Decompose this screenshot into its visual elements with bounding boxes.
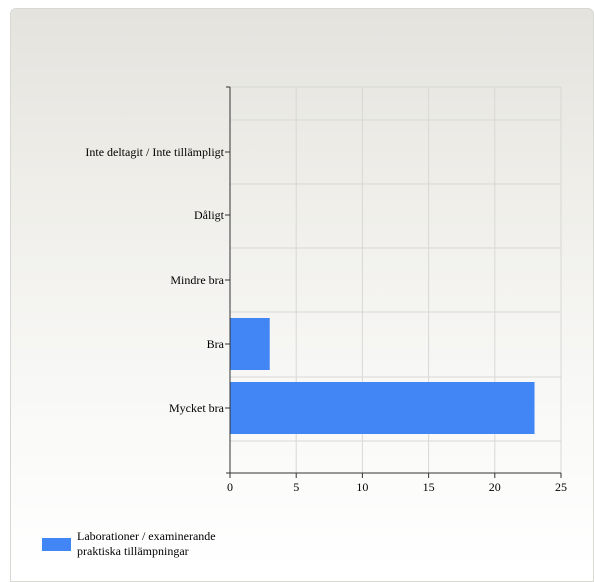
category-label: Mindre bra <box>170 273 224 287</box>
category-label: Bra <box>207 337 225 351</box>
x-tick-label: 0 <box>227 480 233 494</box>
legend: Laborationer / examinerande praktiska ti… <box>42 529 257 559</box>
x-tick-label: 5 <box>293 480 299 494</box>
legend-label: Laborationer / examinerande praktiska ti… <box>77 529 216 558</box>
bar <box>230 382 535 434</box>
bar <box>230 318 270 370</box>
x-tick-label: 25 <box>555 480 567 494</box>
category-label: Dåligt <box>194 208 225 222</box>
legend-swatch <box>42 537 71 551</box>
category-label: Inte deltagit / Inte tillämpligt <box>85 145 224 159</box>
category-label: Mycket bra <box>169 401 225 415</box>
x-tick-label: 15 <box>423 480 435 494</box>
x-tick-label: 10 <box>356 480 368 494</box>
chart-panel <box>10 8 594 582</box>
x-tick-label: 20 <box>489 480 501 494</box>
